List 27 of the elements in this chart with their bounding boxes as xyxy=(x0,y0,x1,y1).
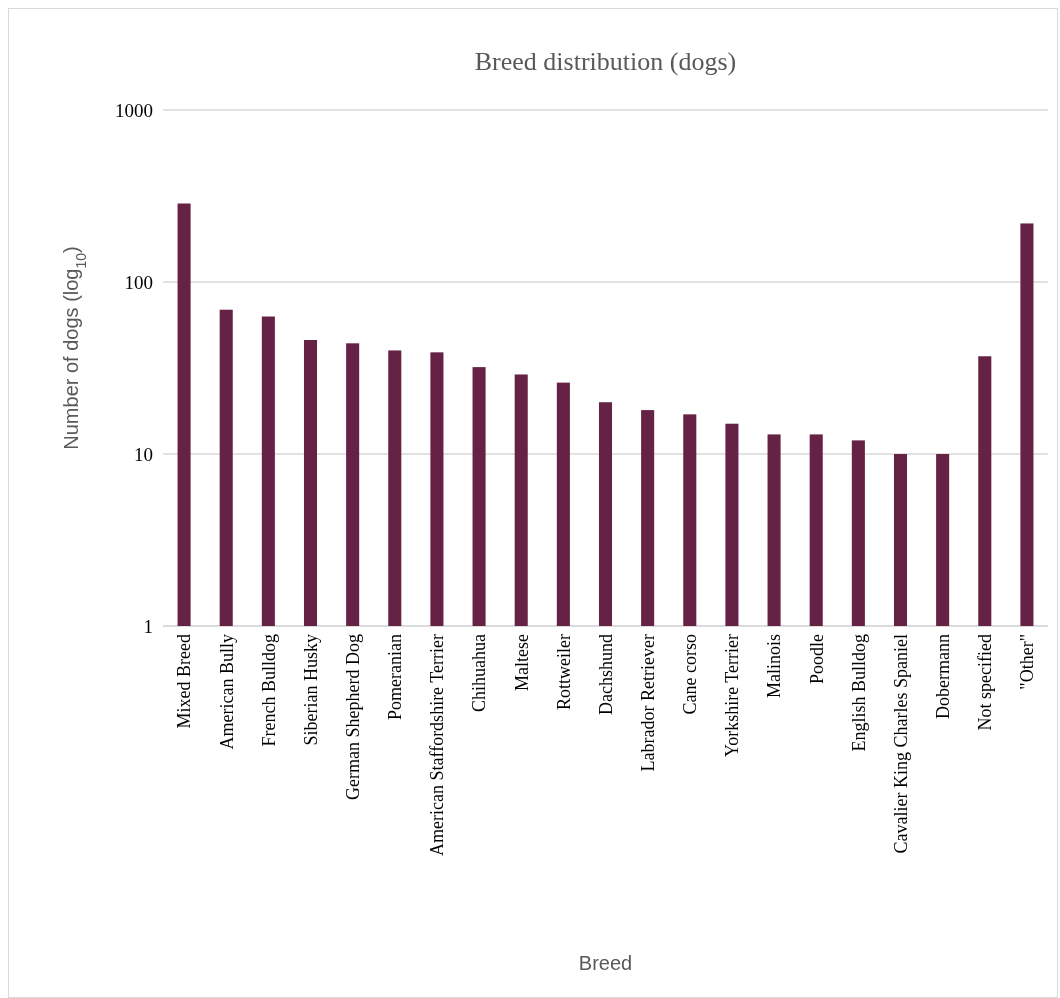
y-tick-label: 10 xyxy=(134,443,153,465)
x-tick-label: Poodle xyxy=(806,634,827,685)
x-tick-label: "Other" xyxy=(1017,634,1038,690)
x-tick-label: Pomeranian xyxy=(385,634,406,720)
x-tick-label: Siberian Husky xyxy=(300,634,321,746)
x-axis-title: Breed xyxy=(578,952,633,974)
y-tick-label: 100 xyxy=(124,271,153,293)
y-tick-label: 1 xyxy=(143,615,153,637)
x-tick-label: Cane corso xyxy=(680,634,701,715)
x-tick-label: Cavalier King Charles Spaniel xyxy=(890,634,911,854)
x-tick-label: Labrador Retriever xyxy=(637,634,658,772)
x-tick-label: American Staffordshire Terrier xyxy=(427,634,448,856)
x-tick-label: Rottweiler xyxy=(553,634,574,710)
x-tick-label: Dobermann xyxy=(932,634,953,719)
x-tick-label: Chihuahua xyxy=(469,634,490,712)
x-tick-label: Dachshund xyxy=(595,634,616,715)
x-tick-label: German Shepherd Dog xyxy=(342,634,363,800)
x-tick-label: English Bulldog xyxy=(848,634,869,752)
chart-title: Breed distribution (dogs) xyxy=(474,47,737,76)
x-tick-label: American Bully xyxy=(216,634,237,750)
x-tick-label: Malinois xyxy=(764,634,785,699)
x-tick-label: Mixed Breed xyxy=(174,634,195,729)
x-tick-label: Maltese xyxy=(511,633,532,691)
y-tick-label: 1000 xyxy=(115,99,153,121)
x-tick-label: Yorkshire Terrier xyxy=(722,634,743,758)
x-tick-label: French Bulldog xyxy=(258,634,279,747)
x-tick-label: Not specified xyxy=(975,634,996,731)
